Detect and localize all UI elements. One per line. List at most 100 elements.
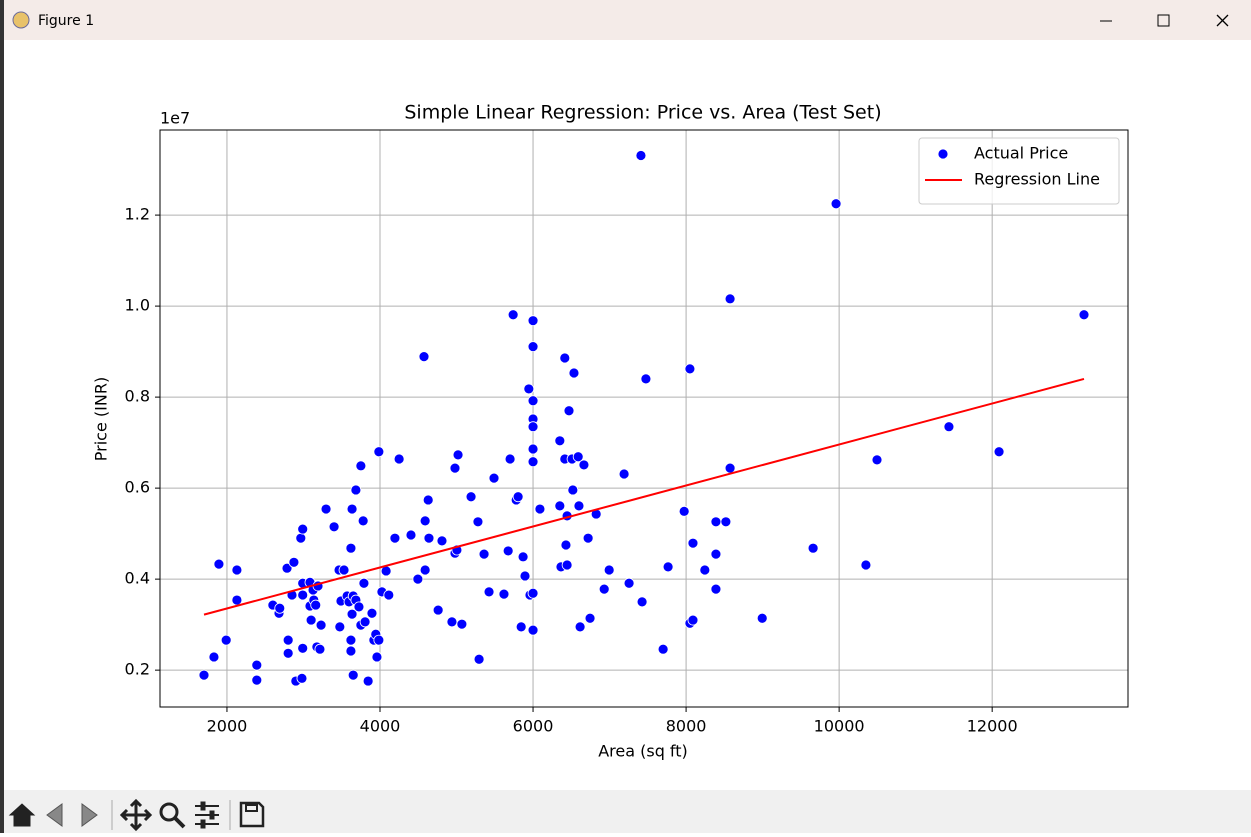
scatter-point <box>618 468 630 480</box>
scatter-point <box>635 150 647 161</box>
y-tick-label: 0.4 <box>125 569 150 588</box>
scatter-point <box>830 198 842 210</box>
y-tick-label: 0.2 <box>125 660 150 679</box>
scatter-point <box>320 503 332 515</box>
y-offset-label: 1e7 <box>160 109 190 128</box>
scatter-point <box>362 675 374 687</box>
scatter-point <box>310 599 322 611</box>
scatter-point <box>456 618 468 630</box>
scatter-point <box>418 351 430 363</box>
back-button[interactable] <box>46 803 63 827</box>
window-title: Figure 1 <box>38 13 94 29</box>
save-button[interactable] <box>239 801 265 828</box>
scatter-point <box>373 634 385 646</box>
scatter-point <box>567 484 579 496</box>
legend-label: Regression Line <box>974 170 1100 189</box>
scatter-point <box>334 621 346 633</box>
scatter-point <box>345 634 357 646</box>
scatter-point <box>527 421 539 433</box>
scatter-point <box>871 454 883 466</box>
zoom-button[interactable] <box>159 802 179 822</box>
scatter-point <box>358 577 370 589</box>
scatter-point <box>452 449 464 461</box>
configure-button[interactable] <box>195 805 219 825</box>
plot-area <box>160 130 1128 707</box>
scatter-point <box>1078 309 1090 321</box>
x-tick-label: 8000 <box>666 717 707 736</box>
legend-box <box>918 137 1120 205</box>
scatter-point <box>724 462 736 474</box>
scatter-point <box>359 616 371 628</box>
scatter-point <box>559 352 571 364</box>
scatter-point <box>512 491 524 503</box>
scatter-point <box>350 484 362 496</box>
scatter-point <box>502 545 514 557</box>
scatter-point <box>297 589 309 601</box>
scatter-point <box>519 570 531 582</box>
scatter-point <box>345 542 357 554</box>
scatter-point <box>355 460 367 472</box>
scatter-point <box>678 505 690 517</box>
home-button[interactable] <box>8 803 36 827</box>
scatter-point <box>584 612 596 624</box>
scatter-point <box>345 645 357 657</box>
scatter-point <box>296 672 308 684</box>
scatter-point <box>328 521 340 533</box>
scatter-point <box>422 494 434 506</box>
y-tick-label: 0.6 <box>125 478 150 497</box>
y-tick-label: 0.8 <box>125 387 150 406</box>
close-button[interactable] <box>1216 14 1229 27</box>
scatter-point <box>389 532 401 544</box>
scatter-point <box>346 503 358 515</box>
scatter-point <box>423 532 435 544</box>
save-icon-part <box>245 804 258 812</box>
scatter-point <box>527 456 539 468</box>
scatter-point <box>473 653 485 665</box>
scatter-point <box>534 503 546 515</box>
scatter-point <box>465 491 477 503</box>
scatter-point <box>366 607 378 619</box>
scatter-point <box>412 573 424 585</box>
scatter-point <box>563 405 575 417</box>
scatter-point <box>297 642 309 654</box>
scatter-point <box>554 435 566 447</box>
x-tick-label: 2000 <box>207 717 248 736</box>
legend-marker <box>937 148 949 160</box>
maximize-button[interactable] <box>1157 14 1170 27</box>
pan-button[interactable] <box>119 798 153 832</box>
scatter-point <box>568 367 580 379</box>
window-edge <box>0 0 4 833</box>
grid <box>160 130 1128 707</box>
x-tick-label: 4000 <box>360 717 401 736</box>
scatter-point <box>315 619 327 631</box>
forward-button[interactable] <box>81 803 98 827</box>
scatter-point <box>488 472 500 484</box>
scatter-point <box>515 621 527 633</box>
scatter-point <box>993 446 1005 458</box>
x-tick-label: 12000 <box>967 717 1018 736</box>
scatter-point <box>449 462 461 474</box>
scatter-point <box>582 532 594 544</box>
scatter-point <box>527 315 539 327</box>
y-axis-label: Price (INR) <box>92 377 111 461</box>
scatter-point <box>231 594 243 606</box>
slider-knob <box>209 810 215 820</box>
toolbar <box>4 790 1251 833</box>
scatter-point <box>623 577 635 589</box>
scatter-point <box>373 446 385 458</box>
scatter-point <box>282 647 294 659</box>
scatter-point <box>251 659 263 671</box>
zoom-handle <box>173 816 186 829</box>
scatter-point <box>561 559 573 571</box>
slider-knob <box>200 819 206 829</box>
scatter-point <box>213 558 225 570</box>
scatter-point <box>699 564 711 576</box>
scatter-point <box>353 601 365 613</box>
scatter-point <box>943 421 955 433</box>
scatter-point <box>274 602 286 614</box>
scatter-point <box>419 564 431 576</box>
scatter-point <box>282 634 294 646</box>
y-tick-label: 1.0 <box>125 296 150 315</box>
scatter-point <box>573 500 585 512</box>
